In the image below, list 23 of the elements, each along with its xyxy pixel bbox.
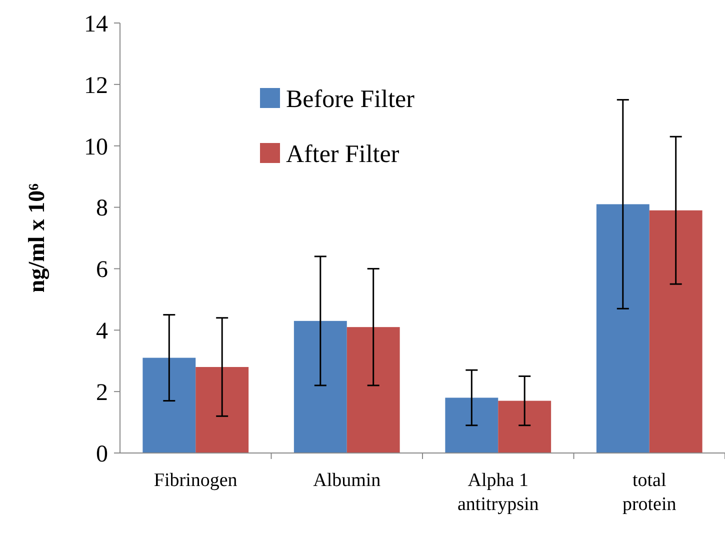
bar (445, 398, 498, 453)
x-tick-label: Albumin (313, 470, 382, 491)
x-tick-label: Fibrinogen (154, 470, 238, 491)
bar (196, 367, 249, 453)
bar (142, 358, 196, 453)
y-tick-label: 2 (96, 380, 108, 406)
bar (649, 210, 702, 453)
y-tick-label: 4 (96, 318, 108, 345)
bar (294, 320, 347, 453)
y-tick-label: 0 (96, 441, 108, 468)
y-tick-label: 6 (96, 257, 108, 284)
x-tick-label: total protein (622, 470, 677, 515)
bar (596, 204, 650, 453)
bar (346, 327, 400, 453)
x-tick-label: Alpha 1 antitrypsin (457, 470, 540, 515)
y-tick-label: 10 (84, 134, 108, 160)
y-axis-title: ng/ml x 10⁶ (24, 183, 50, 293)
legend-label: After Filter (286, 140, 400, 168)
y-tick-label: 12 (84, 72, 108, 99)
legend-label: Before Filter (286, 86, 416, 113)
y-tick-label: 14 (84, 11, 108, 38)
y-tick-label: 8 (96, 196, 108, 222)
bar (498, 400, 552, 453)
